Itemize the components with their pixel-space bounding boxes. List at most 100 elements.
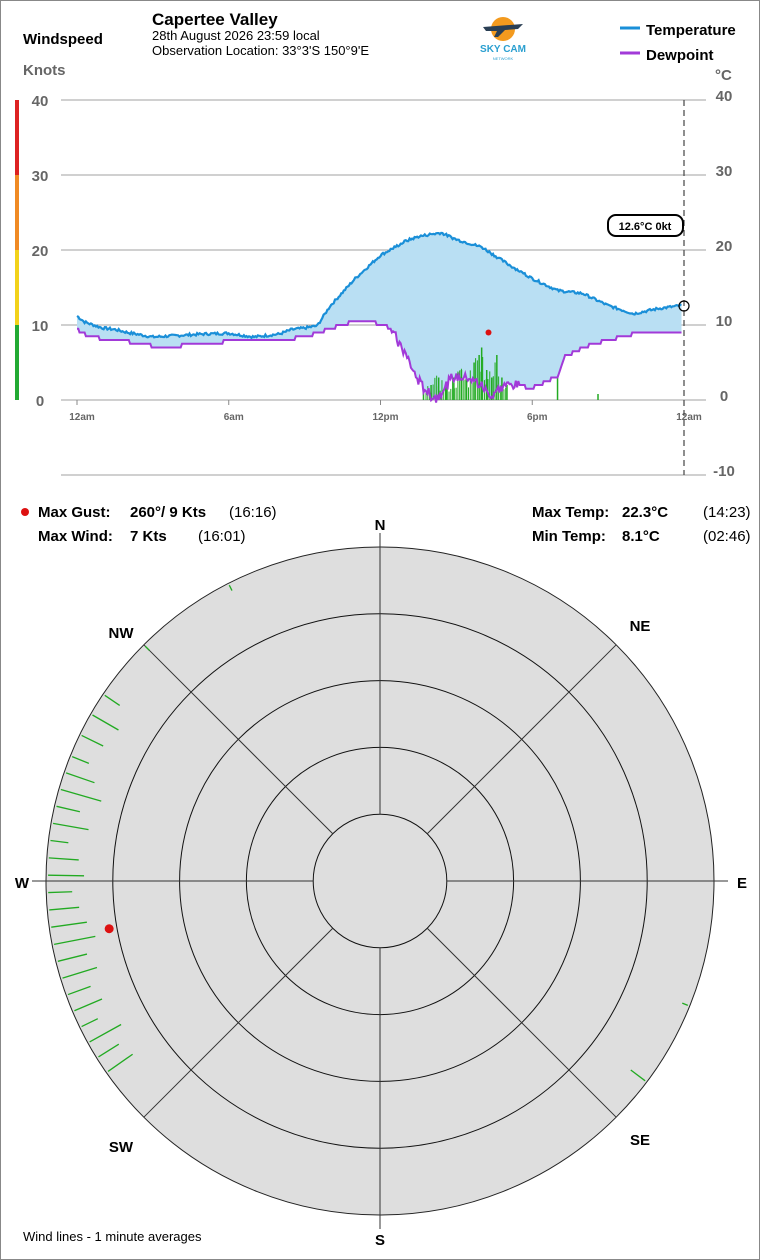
windspeed-axis-title: Windspeed xyxy=(23,31,103,48)
scale-segment xyxy=(15,325,19,400)
legend: Temperature Dewpoint xyxy=(620,22,736,64)
plane-icon xyxy=(483,24,523,37)
wind-line xyxy=(48,857,79,861)
direction-label-e: E xyxy=(737,875,747,892)
temp-dewpoint-band xyxy=(77,232,682,403)
x-tick-label: 6am xyxy=(224,412,244,423)
wind-rose-gust-marker xyxy=(104,924,114,934)
direction-label-ne: NE xyxy=(630,618,651,635)
wind-line xyxy=(104,694,121,706)
min-temp-time: (02:46) xyxy=(703,528,751,545)
wind-line xyxy=(107,1053,133,1072)
right-tick-label: -10 xyxy=(713,463,735,480)
rose-spoke xyxy=(426,644,617,835)
logo-text: SKY CAM xyxy=(480,44,526,55)
wind-line xyxy=(65,772,95,784)
x-tick-label: 6pm xyxy=(527,412,548,423)
right-axis-ticks: -10 0 10 20 30 40 xyxy=(713,88,735,480)
max-wind-label: Max Wind: xyxy=(38,528,113,545)
wind-line xyxy=(92,714,119,731)
dewpoint-line xyxy=(77,320,682,403)
wind-line xyxy=(49,906,80,911)
logo-subtext: NETWORK xyxy=(493,56,514,61)
rose-spoke xyxy=(143,927,334,1118)
series-lines xyxy=(76,231,682,403)
knots-axis-unit: Knots xyxy=(23,62,66,79)
celsius-axis-unit: °C xyxy=(715,67,732,84)
wind-line xyxy=(89,1023,122,1043)
max-wind-value: 7 Kts xyxy=(130,528,167,545)
left-tick-label: 0 xyxy=(36,393,44,410)
left-tick-label: 20 xyxy=(32,243,49,260)
direction-label-s: S xyxy=(375,1232,385,1249)
current-reading-text: 12.6°C 0kt xyxy=(619,221,672,233)
wind-line xyxy=(50,839,69,844)
scale-segment xyxy=(15,250,19,325)
right-tick-label: 40 xyxy=(716,88,733,105)
wind-line xyxy=(51,921,87,928)
direction-label-w: W xyxy=(15,875,30,892)
wind-line xyxy=(48,891,73,894)
x-tick-label: 12pm xyxy=(372,412,398,423)
wind-line xyxy=(682,1002,689,1006)
max-gust-label: Max Gust: xyxy=(38,504,111,521)
wind-line xyxy=(98,1043,120,1058)
wind-line xyxy=(56,805,81,813)
wind-line xyxy=(144,645,150,651)
wind-line xyxy=(81,1018,99,1028)
x-tick-label: 12am xyxy=(676,412,702,423)
left-tick-label: 40 xyxy=(32,93,49,110)
direction-label-sw: SW xyxy=(109,1139,134,1156)
wind-line xyxy=(62,966,98,979)
rose-gust-dot xyxy=(104,924,114,934)
min-temp-value: 8.1°C xyxy=(622,528,660,545)
legend-temperature: Temperature xyxy=(646,22,736,39)
rose-spoke xyxy=(143,644,334,835)
right-tick-label: 20 xyxy=(716,238,733,255)
observation-location: Observation Location: 33°3'S 150°9'E xyxy=(152,43,369,58)
right-tick-label: 10 xyxy=(716,313,733,330)
wind-line xyxy=(630,1069,646,1082)
right-tick-label: 0 xyxy=(720,388,728,405)
now-marker-circle xyxy=(678,300,690,312)
stats-panel: Max Gust: 260°/ 9 Kts (16:16) Max Wind: … xyxy=(21,504,751,545)
current-time-marker: 12.6°C 0kt xyxy=(607,100,690,475)
scale-segment xyxy=(15,175,19,250)
gust-marker xyxy=(485,329,492,336)
observation-datetime: 28th August 2026 23:59 local xyxy=(152,28,320,43)
max-temp-label: Max Temp: xyxy=(532,504,609,521)
min-temp-label: Min Temp: xyxy=(532,528,606,545)
x-tick-label: 12am xyxy=(69,412,95,423)
wind-line xyxy=(67,985,91,996)
temperature-line xyxy=(76,231,682,340)
wind-line xyxy=(228,584,233,591)
direction-label-n: N xyxy=(375,517,386,534)
wind-line xyxy=(48,874,85,877)
station-name: Capertee Valley xyxy=(152,10,278,29)
wind-line xyxy=(74,998,103,1012)
max-gust-value: 260°/ 9 Kts xyxy=(130,504,206,521)
left-axis-ticks: 0 10 20 30 40 xyxy=(32,93,49,410)
wind-rose-lines xyxy=(48,584,689,1082)
rose-spoke xyxy=(426,927,617,1118)
wind-line xyxy=(60,788,102,802)
legend-dewpoint: Dewpoint xyxy=(646,47,714,64)
max-gust-time: (16:16) xyxy=(229,504,277,521)
skycam-logo: SKY CAM NETWORK xyxy=(480,17,526,61)
wind-line xyxy=(52,822,89,831)
wind-line xyxy=(81,734,104,747)
right-tick-label: 30 xyxy=(716,163,733,180)
left-tick-label: 30 xyxy=(32,168,49,185)
wind-line xyxy=(71,756,90,764)
current-reading-badge xyxy=(607,214,684,237)
windspeed-color-scale xyxy=(15,100,19,400)
gust-dot xyxy=(485,329,492,336)
wind-rose-direction-labels: N NE E SE S SW W NW xyxy=(15,517,747,1249)
wind-line xyxy=(57,953,88,962)
left-tick-label: 10 xyxy=(32,318,49,335)
max-temp-time: (14:23) xyxy=(703,504,751,521)
wind-line xyxy=(53,935,96,945)
scale-segment xyxy=(15,100,19,175)
gust-dot-icon xyxy=(21,508,29,516)
